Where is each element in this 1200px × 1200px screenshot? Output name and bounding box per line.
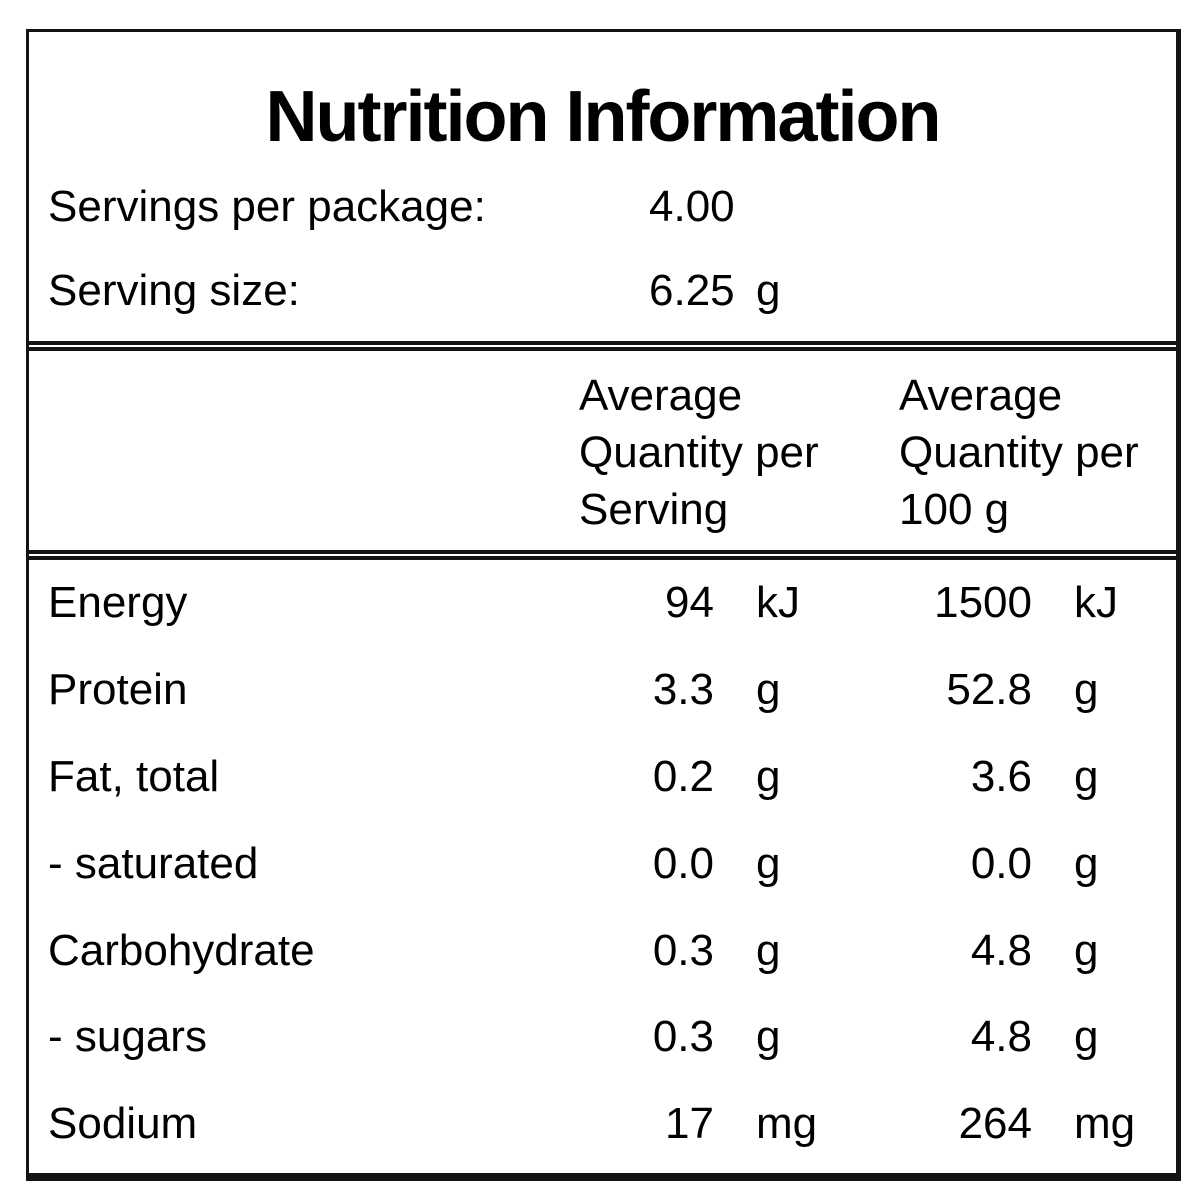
per-100g-header-line3: 100 g — [899, 485, 1010, 534]
per-100g-value: 1500 — [934, 578, 1032, 628]
per-serving-value: 0.2 — [652, 751, 714, 801]
per-100g-unit: g — [1074, 751, 1099, 801]
per-100g-unit: mg — [1074, 1099, 1136, 1149]
table-row-sugars: - sugars 0.3 g 4.8 g — [29, 994, 1176, 1081]
per-serving-unit: g — [756, 665, 781, 715]
per-100g-value: 264 — [958, 1099, 1032, 1149]
table-row-carbohydrate: Carbohydrate 0.3 g 4.8 g — [29, 907, 1176, 994]
per-100g-unit: g — [1074, 838, 1099, 888]
per-serving-unit: g — [756, 1012, 781, 1062]
servings-per-package-value: 4.00 — [649, 182, 735, 231]
per-100g-value: 0.0 — [970, 838, 1032, 888]
table-row-energy: Energy 94 kJ 1500 kJ — [29, 560, 1176, 647]
serving-size-value: 6.25 — [649, 266, 735, 315]
nutrient-label: Fat, total — [48, 751, 220, 801]
nutrient-label: Carbohydrate — [48, 925, 315, 975]
per-100g-value: 4.8 — [970, 1012, 1032, 1062]
serving-size-row: Serving size: 6.25 g — [29, 266, 1176, 316]
per-serving-header-line2: Quantity per — [579, 428, 819, 477]
nutrient-label: Energy — [48, 578, 188, 628]
per-serving-value: 94 — [665, 578, 714, 628]
per-100g-unit: g — [1074, 925, 1099, 975]
servings-per-package-row: Servings per package: 4.00 — [29, 182, 1176, 232]
table-row-sodium: Sodium 17 mg 264 mg — [29, 1081, 1176, 1168]
table-row-saturated-fat: - saturated 0.0 g 0.0 g — [29, 820, 1176, 907]
nutrient-label: Sodium — [48, 1099, 198, 1149]
servings-per-package-unit — [756, 182, 1176, 232]
per-serving-unit: g — [756, 751, 781, 801]
per-serving-value: 0.3 — [652, 1012, 714, 1062]
serving-size-unit: g — [756, 266, 781, 315]
per-serving-value: 0.3 — [652, 925, 714, 975]
per-serving-value: 17 — [665, 1099, 714, 1149]
separator-top-double-rule — [29, 341, 1176, 351]
per-serving-unit: g — [756, 838, 781, 888]
per-serving-header-line1: Average — [579, 371, 743, 420]
per-100g-unit: g — [1074, 1012, 1099, 1062]
per-100g-value: 4.8 — [970, 925, 1032, 975]
nutrient-label: Protein — [48, 665, 188, 715]
table-row-fat-total: Fat, total 0.2 g 3.6 g — [29, 734, 1176, 821]
servings-per-package-label: Servings per package: — [48, 182, 486, 231]
per-serving-value: 3.3 — [652, 665, 714, 715]
separator-header-double-rule — [29, 550, 1176, 560]
per-serving-unit: g — [756, 925, 781, 975]
nutrient-label: - saturated — [48, 838, 259, 888]
panel-title: Nutrition Information — [265, 77, 942, 157]
per-100g-header-line2: Quantity per — [899, 428, 1139, 477]
serving-size-label: Serving size: — [48, 266, 300, 315]
nutrition-information-panel: Nutrition Information Servings per packa… — [26, 29, 1181, 1181]
table-row-protein: Protein 3.3 g 52.8 g — [29, 647, 1176, 734]
per-serving-unit: mg — [756, 1099, 818, 1149]
per-100g-column-header: Average Quantity per 100 g — [899, 367, 1176, 550]
per-100g-value: 3.6 — [970, 751, 1032, 801]
per-serving-column-header: Average Quantity per Serving — [579, 367, 899, 550]
per-serving-value: 0.0 — [652, 838, 714, 888]
per-100g-value: 52.8 — [946, 665, 1032, 715]
per-serving-header-line3: Serving — [579, 485, 729, 534]
per-100g-header-line1: Average — [899, 371, 1063, 420]
per-100g-unit: g — [1074, 665, 1099, 715]
column-headers: Average Quantity per Serving Average Qua… — [29, 351, 1176, 550]
nutrient-table: Energy 94 kJ 1500 kJ Protein 3.3 g 52.8 … — [29, 560, 1176, 1168]
per-100g-unit: kJ — [1074, 578, 1118, 628]
nutrient-label: - sugars — [48, 1012, 207, 1062]
per-serving-unit: kJ — [756, 578, 800, 628]
